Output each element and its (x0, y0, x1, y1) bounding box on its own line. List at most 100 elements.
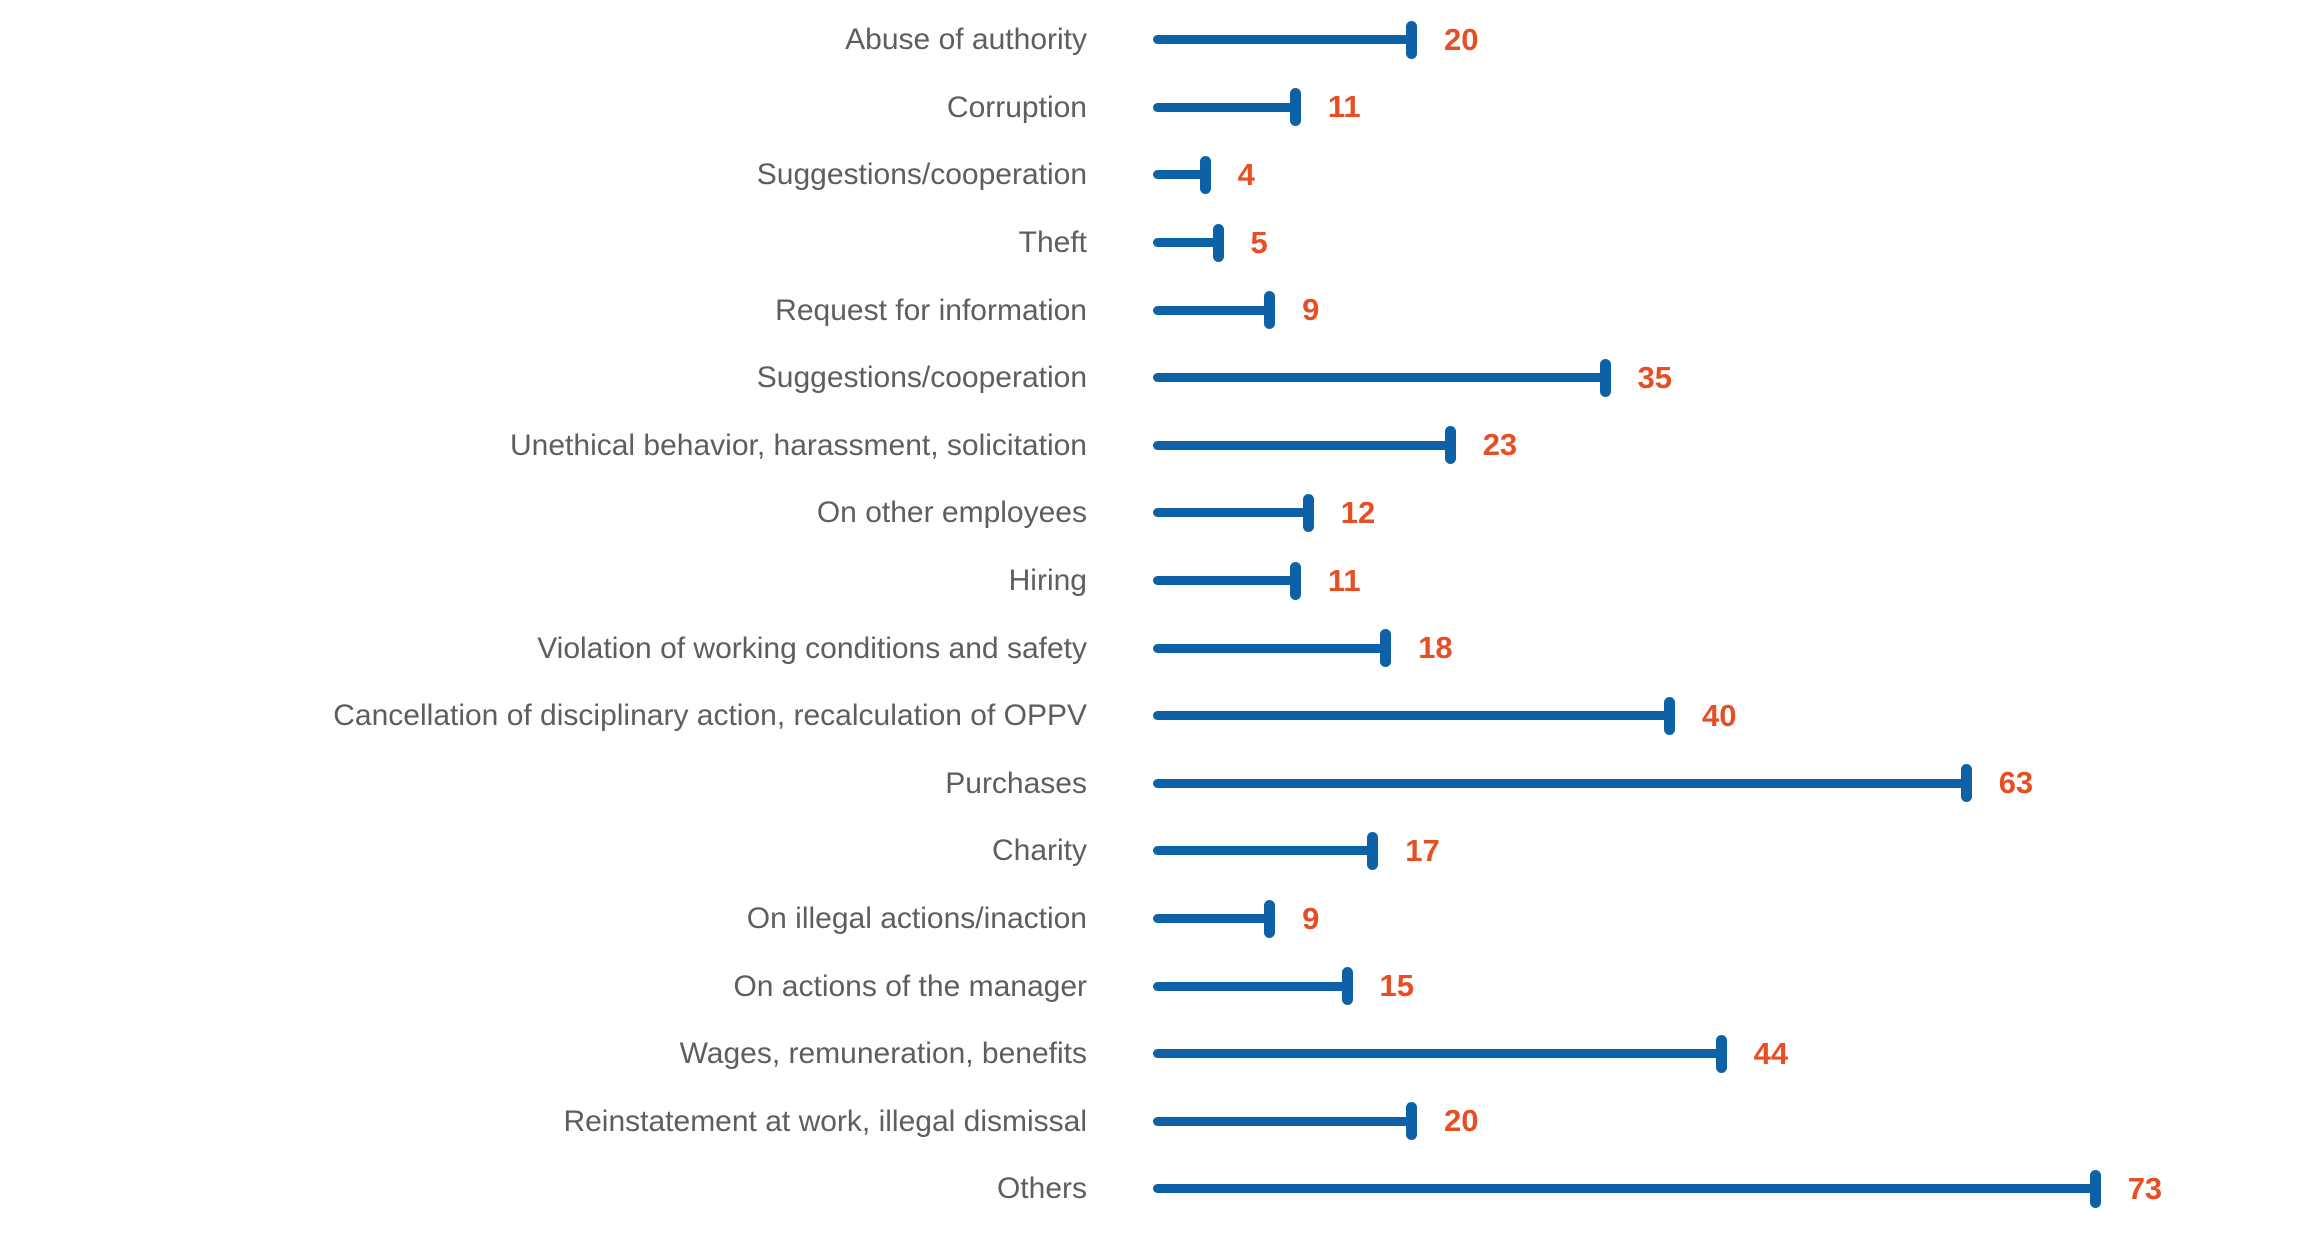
bar-stem (1153, 373, 1605, 383)
bar-group: 4 (1153, 155, 1255, 194)
chart-row: On actions of the manager 15 (0, 952, 2322, 1020)
bar-cap-icon (1380, 629, 1392, 668)
chart-row: Purchases 63 (0, 750, 2322, 818)
chart-row: Cancellation of disciplinary action, rec… (0, 682, 2322, 750)
bar-stem (1153, 576, 1295, 586)
value-label: 40 (1702, 697, 1737, 733)
category-label: Charity (991, 834, 1087, 868)
chart-row: Hiring 11 (0, 547, 2322, 615)
bar-group: 20 (1153, 20, 1478, 59)
bar-group: 17 (1153, 831, 1440, 870)
bar-cap-icon (1199, 155, 1211, 194)
bar-group: 35 (1153, 358, 1672, 397)
bar-group: 11 (1153, 88, 1361, 127)
bar-cap-icon (1960, 764, 1972, 803)
chart-row: Charity 17 (0, 817, 2322, 885)
bar-stem (1153, 508, 1308, 518)
category-label: Request for information (775, 293, 1087, 327)
category-label: Suggestions/cooperation (756, 158, 1087, 192)
category-label: Others (996, 1172, 1087, 1206)
bar-cap-icon (1406, 1102, 1417, 1141)
value-label: 5 (1250, 224, 1268, 260)
bar-stem (1153, 440, 1450, 450)
chart-row: Others 73 (0, 1155, 2322, 1223)
bar-stem (1153, 1049, 1721, 1059)
value-label: 12 (1340, 494, 1376, 530)
bar-group: 20 (1153, 1102, 1479, 1141)
bar-group: 5 (1153, 223, 1268, 262)
bar-stem (1153, 778, 1966, 788)
bar-group: 18 (1153, 629, 1453, 668)
category-label: Abuse of authority (845, 23, 1087, 57)
chart-row: Reinstatement at work, illegal dismissal… (0, 1088, 2322, 1156)
chart-row: On other employees 12 (0, 479, 2322, 547)
value-label: 35 (1637, 359, 1672, 395)
category-label: On actions of the manager (733, 969, 1087, 1003)
value-label: 73 (2127, 1170, 2163, 1206)
bar-cap-icon (1212, 223, 1224, 262)
chart-row: Corruption 11 (0, 74, 2322, 142)
bar-cap-icon (1264, 291, 1276, 330)
bar-stem (1153, 643, 1386, 653)
category-label: Reinstatement at work, illegal dismissal (563, 1104, 1087, 1138)
bar-stem (1153, 102, 1295, 112)
bar-cap-icon (1264, 899, 1276, 938)
category-label: Hiring (1008, 564, 1087, 598)
category-label: On illegal actions/inaction (746, 902, 1087, 936)
category-label: Theft (1018, 226, 1087, 260)
bar-group: 15 (1153, 967, 1414, 1006)
value-label: 9 (1302, 900, 1320, 936)
bar-cap-icon (1341, 967, 1353, 1006)
value-label: 9 (1302, 292, 1320, 328)
value-label: 18 (1418, 630, 1453, 666)
bar-group: 9 (1153, 291, 1320, 330)
bar-stem (1153, 1184, 2095, 1194)
value-label: 11 (1327, 562, 1361, 598)
chart-row: Theft 5 (0, 209, 2322, 277)
bar-stem (1153, 981, 1347, 991)
chart-row: Abuse of authority 20 (0, 6, 2322, 74)
category-label: Wages, remuneration, benefits (679, 1037, 1087, 1071)
category-label: Purchases (945, 766, 1087, 800)
bar-cap-icon (1715, 1034, 1727, 1073)
chart-row: Suggestions/cooperation 35 (0, 344, 2322, 412)
chart-row: Request for information 9 (0, 276, 2322, 344)
category-label: Violation of working conditions and safe… (537, 631, 1087, 665)
bar-group: 40 (1153, 696, 1737, 735)
bar-stem (1153, 846, 1373, 856)
chart-row: Unethical behavior, harassment, solicita… (0, 412, 2322, 480)
bar-group: 23 (1153, 426, 1517, 465)
bar-group: 9 (1153, 899, 1320, 938)
bar-stem (1153, 35, 1411, 45)
value-label: 4 (1237, 156, 1255, 192)
bar-stem (1153, 170, 1205, 180)
bar-cap-icon (1367, 831, 1379, 870)
bar-stem (1153, 1116, 1411, 1126)
bar-stem (1153, 305, 1270, 315)
bar-group: 11 (1153, 561, 1361, 600)
value-label: 17 (1405, 832, 1440, 868)
value-label: 44 (1753, 1035, 1789, 1071)
chart-row: On illegal actions/inaction 9 (0, 885, 2322, 953)
category-label: On other employees (816, 496, 1087, 530)
chart-row: Wages, remuneration, benefits 44 (0, 1020, 2322, 1088)
bar-stem (1153, 914, 1270, 924)
bar-group: 12 (1153, 493, 1376, 532)
value-label: 63 (1998, 765, 2034, 801)
value-label: 20 (1444, 1103, 1479, 1139)
bar-cap-icon (1599, 358, 1611, 397)
bar-group: 44 (1153, 1034, 1789, 1073)
chart-row: Suggestions/cooperation 4 (0, 141, 2322, 209)
category-label: Suggestions/cooperation (756, 361, 1087, 395)
category-label: Unethical behavior, harassment, solicita… (510, 428, 1087, 462)
bar-stem (1153, 238, 1218, 248)
bar-group: 63 (1153, 764, 2034, 803)
category-label: Cancellation of disciplinary action, rec… (333, 699, 1087, 733)
bar-cap-icon (1302, 493, 1314, 532)
bar-stem (1153, 711, 1669, 721)
value-label: 11 (1327, 89, 1361, 125)
bar-group: 73 (1153, 1169, 2163, 1208)
bar-cap-icon (1664, 696, 1675, 735)
category-label: Corruption (946, 90, 1087, 124)
